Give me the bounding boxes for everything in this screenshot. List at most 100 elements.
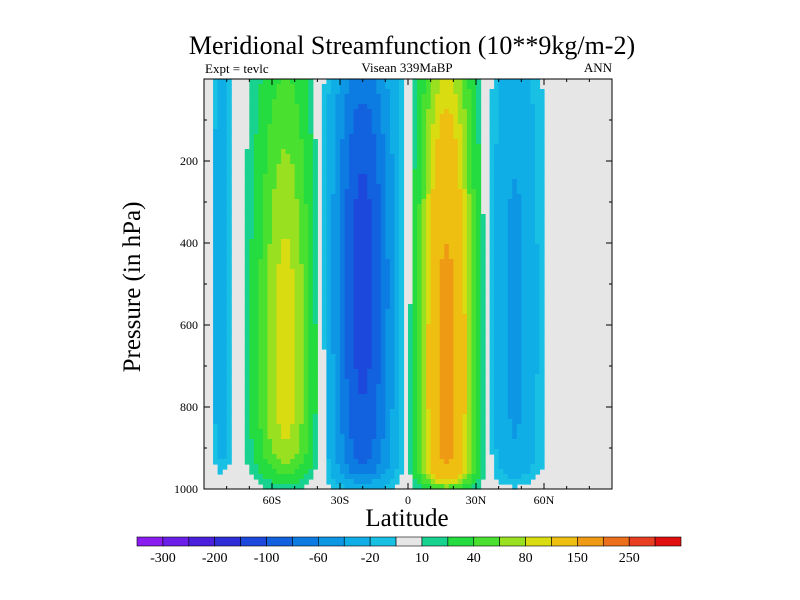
field-cell (435, 124, 441, 130)
field-cell (340, 369, 346, 375)
field-cell (503, 319, 509, 325)
field-cell (457, 324, 463, 330)
field-cell (303, 389, 309, 395)
field-cell (471, 149, 477, 155)
field-cell (226, 454, 232, 460)
field-cell (321, 194, 327, 200)
field-cell (435, 154, 441, 160)
field-cell (362, 459, 368, 465)
field-cell (435, 149, 441, 155)
field-cell (290, 279, 296, 285)
field-cell (489, 234, 495, 240)
field-cell (444, 239, 450, 245)
field-cell (244, 194, 250, 200)
field-cell (494, 229, 500, 235)
field-cell (476, 309, 482, 315)
field-cell (217, 439, 223, 445)
field-cell (412, 144, 418, 150)
field-cell (312, 179, 318, 185)
field-cell (362, 159, 368, 165)
field-cell (398, 324, 405, 330)
field-cell (321, 144, 327, 150)
field-cell (272, 154, 278, 160)
field-cell (303, 444, 309, 450)
field-cell (276, 234, 282, 240)
field-cell (244, 204, 250, 210)
field-cell (417, 324, 423, 330)
field-cell (525, 289, 531, 295)
field-cell (276, 419, 282, 425)
field-cell (321, 129, 327, 135)
field-cell (512, 374, 518, 380)
field-cell (349, 289, 355, 295)
field-cell (476, 124, 482, 130)
field-cell (290, 99, 296, 105)
field-cell (330, 289, 337, 295)
field-cell (294, 84, 300, 90)
field-cell (534, 139, 541, 145)
field-cell (471, 449, 477, 455)
field-cell (466, 114, 473, 120)
field-cell (340, 289, 346, 295)
field-cell (312, 204, 318, 210)
field-cell (476, 279, 482, 285)
field-cell (217, 319, 223, 325)
field-cell (326, 214, 332, 220)
field-cell (539, 149, 545, 155)
field-cell (299, 159, 305, 165)
field-cell (281, 364, 287, 370)
field-cell (244, 209, 250, 215)
field-cell (281, 164, 287, 170)
field-cell (312, 269, 318, 275)
field-cell (435, 179, 441, 185)
field-cell (358, 459, 364, 465)
field-cell (476, 349, 482, 355)
field-cell (476, 264, 482, 270)
field-cell (439, 389, 445, 395)
field-cell (380, 304, 386, 310)
field-cell (512, 389, 518, 395)
field-cell (330, 429, 337, 435)
field-cell (448, 449, 454, 455)
field-cell (258, 289, 264, 295)
field-cell (213, 424, 219, 430)
field-cell (285, 409, 291, 415)
field-cell (244, 394, 250, 400)
field-cell (448, 284, 454, 290)
field-cell (281, 124, 287, 130)
field-cell (253, 189, 259, 195)
field-cell (290, 389, 296, 395)
field-cell (267, 434, 273, 440)
field-cell (272, 89, 278, 95)
field-cell (330, 124, 337, 130)
field-cell (435, 134, 441, 140)
field-cell (466, 244, 473, 250)
field-cell (281, 394, 287, 400)
field-cell (412, 169, 418, 175)
field-cell (344, 119, 350, 125)
field-cell (285, 299, 291, 305)
field-cell (516, 119, 522, 125)
field-cell (326, 289, 332, 295)
field-cell (262, 79, 269, 85)
field-cell (439, 94, 445, 100)
field-cell (426, 289, 432, 295)
field-cell (521, 104, 527, 110)
field-cell (534, 84, 541, 90)
field-cell (276, 109, 282, 115)
field-cell (367, 289, 373, 295)
field-cell (435, 224, 441, 230)
field-cell (380, 119, 386, 125)
field-cell (222, 384, 228, 390)
field-cell (534, 179, 541, 185)
field-cell (371, 329, 377, 335)
field-cell (290, 139, 296, 145)
field-cell (398, 154, 405, 160)
field-cell (340, 194, 346, 200)
field-cell (466, 249, 473, 255)
field-cell (353, 104, 359, 110)
field-cell (439, 199, 445, 205)
field-cell (530, 419, 536, 425)
field-cell (226, 319, 232, 325)
field-cell (453, 324, 459, 330)
